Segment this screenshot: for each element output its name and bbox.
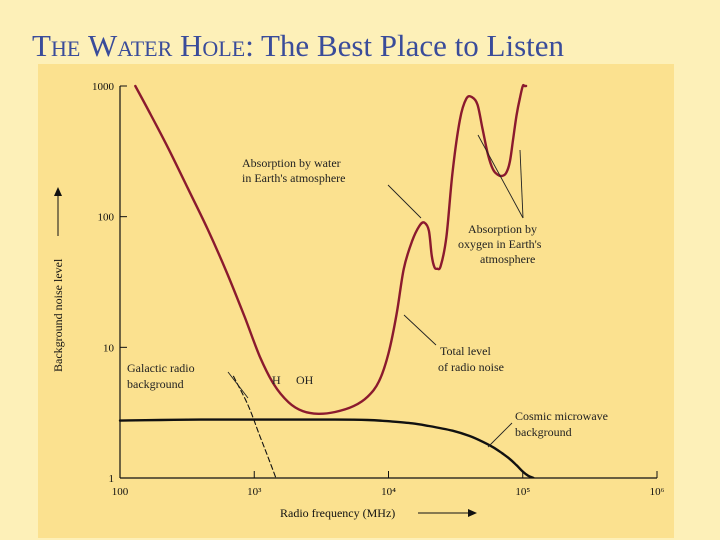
- series-line-cmb: [118, 418, 535, 478]
- y-tick-label-2: 100: [98, 212, 115, 224]
- tick-marks: [119, 85, 658, 479]
- annotation-galactic-line1: Galactic radio: [127, 361, 195, 375]
- x-tick-label-0: 100: [112, 486, 129, 498]
- annotation-oxygen-line1: Absorption by: [468, 222, 537, 236]
- series-line-total: [134, 83, 528, 416]
- x-axis-title: Radio frequency (MHz): [280, 506, 477, 520]
- annotation-h-label: H: [272, 373, 281, 387]
- tick-labels: 100 10³ 10⁴ 10⁵ 10⁶ 1 10 100 1000: [92, 81, 665, 498]
- annotation-leaders: [227, 134, 524, 448]
- annotation-water-line2: in Earth's atmosphere: [242, 171, 345, 185]
- y-tick-label-1: 10: [103, 342, 115, 354]
- x-axis-label: Radio frequency (MHz): [280, 506, 395, 520]
- annotation-galactic-line2: background: [127, 377, 184, 391]
- y-axis-label: Background noise level: [51, 258, 65, 372]
- annotation-cmb-line2: background: [515, 425, 572, 439]
- annotation-cmb-line1: Cosmic microwave: [515, 409, 608, 423]
- annotation-total-line2: of radio noise: [438, 360, 504, 374]
- annotation-total-line1: Total level: [440, 344, 491, 358]
- x-tick-label-4: 10⁶: [650, 486, 665, 498]
- slide-title: The Water Hole: The Best Place to Listen: [32, 28, 565, 63]
- series-group: [118, 83, 535, 478]
- annotation-oxygen-line3: atmosphere: [480, 252, 535, 266]
- chart-panel: [38, 64, 674, 538]
- y-tick-label-3: 1000: [92, 81, 115, 93]
- x-tick-label-2: 10⁴: [381, 486, 396, 498]
- y-tick-label-0: 1: [109, 473, 115, 485]
- annotation-oxygen-line2: oxygen in Earth's: [458, 237, 542, 251]
- y-axis-title: Background noise level: [51, 187, 65, 372]
- annotation-oh-label: OH: [296, 373, 314, 387]
- annotation-water-line1: Absorption by water: [242, 156, 341, 170]
- series-line-galactic: [232, 375, 277, 478]
- x-tick-label-1: 10³: [247, 486, 262, 498]
- x-tick-label-3: 10⁵: [515, 486, 530, 498]
